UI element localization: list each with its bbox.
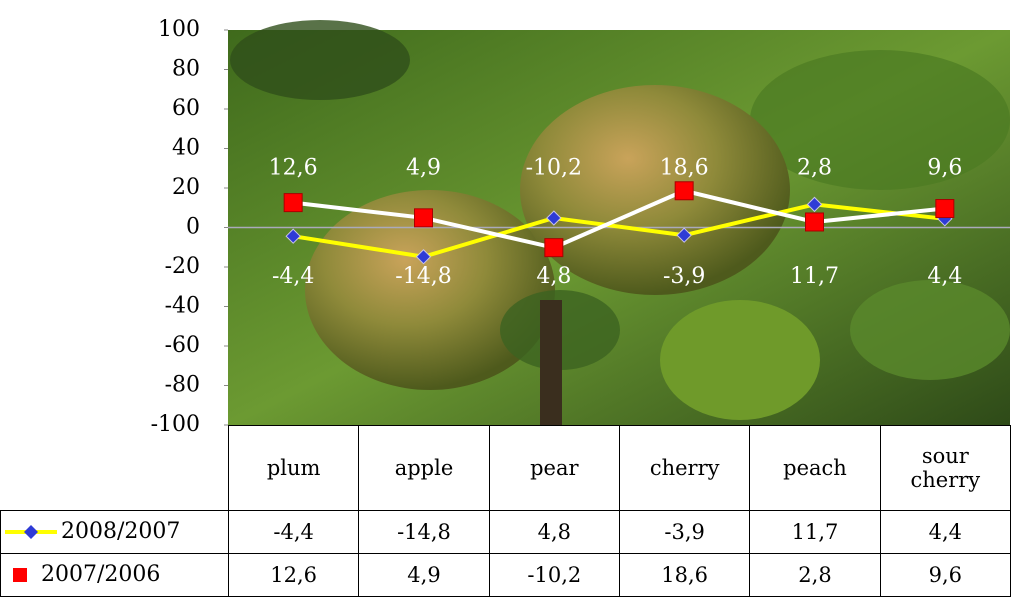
data-label: 4,4 [927, 264, 962, 289]
data-label: 12,6 [269, 155, 318, 180]
legend-entry: 2008/2007 [0, 510, 229, 554]
marker [545, 239, 563, 257]
x-tick-label-text: plum [267, 456, 321, 480]
table-value: 9,6 [880, 553, 1011, 597]
data-label: 4,8 [536, 264, 571, 289]
x-tick-label-text: sour cherry [900, 444, 990, 492]
table-value-text: 18,6 [661, 563, 708, 587]
table-value: 4,4 [880, 510, 1011, 554]
data-label: -3,9 [663, 264, 705, 289]
marker [415, 209, 433, 227]
marker [936, 200, 954, 218]
x-tick-label: cherry [619, 425, 750, 511]
y-tick-label: 20 [172, 175, 200, 200]
y-tick-label: -60 [165, 333, 200, 358]
data-label: 18,6 [660, 155, 709, 180]
table-value: 4,8 [489, 510, 620, 554]
y-tick-label: -100 [151, 412, 200, 437]
table-value: 4,9 [358, 553, 489, 597]
table-value-text: 12,6 [270, 563, 317, 587]
table-value-text: 11,7 [792, 520, 839, 544]
table-value: 18,6 [619, 553, 750, 597]
marker [806, 213, 824, 231]
legend-symbol [13, 568, 27, 582]
table-value-text: 4,8 [538, 520, 571, 544]
data-label: 2,8 [797, 155, 832, 180]
table-value: 11,7 [749, 510, 880, 554]
data-label: 9,6 [927, 155, 962, 180]
x-tick-label: peach [749, 425, 880, 511]
x-tick-label: sour cherry [880, 425, 1011, 511]
marker [675, 182, 693, 200]
x-tick-label-text: apple [395, 456, 454, 480]
table-value: 2,8 [749, 553, 880, 597]
x-tick-label-text: cherry [650, 456, 720, 480]
legend-entry: 2007/2006 [0, 553, 229, 597]
table-value-text: 2,8 [798, 563, 831, 587]
x-tick-label-text: peach [783, 456, 847, 480]
y-tick-label: -40 [165, 294, 200, 319]
table-value-text: -4,4 [273, 520, 314, 544]
y-tick-label: 60 [172, 96, 200, 121]
y-tick-label: 40 [172, 136, 200, 161]
x-tick-label-text: pear [530, 456, 578, 480]
legend-label: 2007/2006 [41, 562, 160, 587]
table-value: 12,6 [228, 553, 359, 597]
y-tick-label: 0 [186, 215, 200, 240]
table-value: -4,4 [228, 510, 359, 554]
legend-key [1, 563, 41, 587]
x-tick-label: plum [228, 425, 359, 511]
y-tick-label: -20 [165, 254, 200, 279]
data-label: 4,9 [406, 155, 441, 180]
legend-key [1, 520, 61, 544]
data-label: -10,2 [526, 155, 582, 180]
table-value-text: -10,2 [527, 563, 581, 587]
data-label: 11,7 [790, 264, 839, 289]
x-tick-label: apple [358, 425, 489, 511]
x-tick-label: pear [489, 425, 620, 511]
marker [284, 194, 302, 212]
data-label: -4,4 [272, 264, 314, 289]
table-value-text: 9,6 [929, 563, 962, 587]
y-tick-label: 100 [158, 17, 200, 42]
plot-background [228, 20, 1010, 425]
table-value-text: -14,8 [397, 520, 451, 544]
y-tick-label: -80 [165, 373, 200, 398]
legend-label: 2008/2007 [61, 519, 180, 544]
table-value-text: 4,4 [929, 520, 962, 544]
table-value: -14,8 [358, 510, 489, 554]
table-value-text: 4,9 [407, 563, 440, 587]
page: -100 -80 -60 -40 -20 0 20 40 60 80 100 -4,4 -14,8 4,8… [0, 0, 1018, 597]
table-value-text: -3,9 [664, 520, 705, 544]
data-label: -14,8 [395, 264, 451, 289]
y-tick-label: 80 [172, 57, 200, 82]
table-value: -10,2 [489, 553, 620, 597]
legend-symbol [5, 525, 57, 539]
table-value: -3,9 [619, 510, 750, 554]
